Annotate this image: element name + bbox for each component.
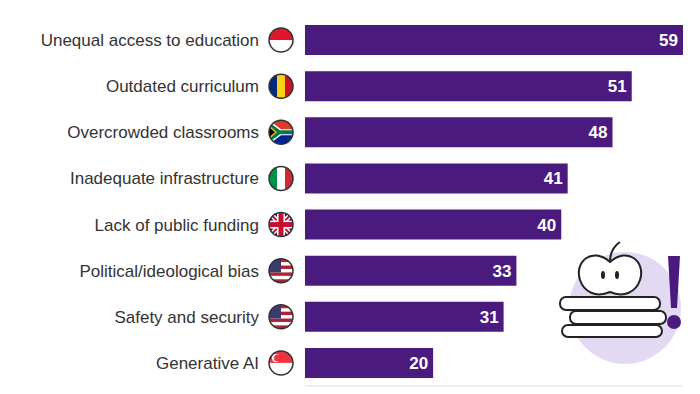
svg-text:Outdated curriculum: Outdated curriculum bbox=[106, 77, 259, 96]
svg-text:Unequal access to education: Unequal access to education bbox=[41, 31, 259, 50]
svg-text:33: 33 bbox=[493, 262, 512, 281]
svg-text:40: 40 bbox=[537, 216, 556, 235]
svg-text:31: 31 bbox=[480, 308, 499, 327]
svg-text:Generative AI: Generative AI bbox=[156, 354, 259, 373]
svg-text:Lack of public funding: Lack of public funding bbox=[95, 216, 259, 235]
svg-text:Political/ideological bias: Political/ideological bias bbox=[79, 262, 259, 281]
svg-text:Overcrowded classrooms: Overcrowded classrooms bbox=[67, 123, 259, 142]
svg-text:Safety and security: Safety and security bbox=[114, 308, 259, 327]
svg-text:59: 59 bbox=[659, 31, 678, 50]
svg-text:20: 20 bbox=[409, 354, 428, 373]
svg-text:41: 41 bbox=[544, 169, 563, 188]
svg-text:51: 51 bbox=[608, 77, 627, 96]
svg-text:Inadequate infrastructure: Inadequate infrastructure bbox=[70, 169, 259, 188]
svg-text:48: 48 bbox=[589, 123, 608, 142]
